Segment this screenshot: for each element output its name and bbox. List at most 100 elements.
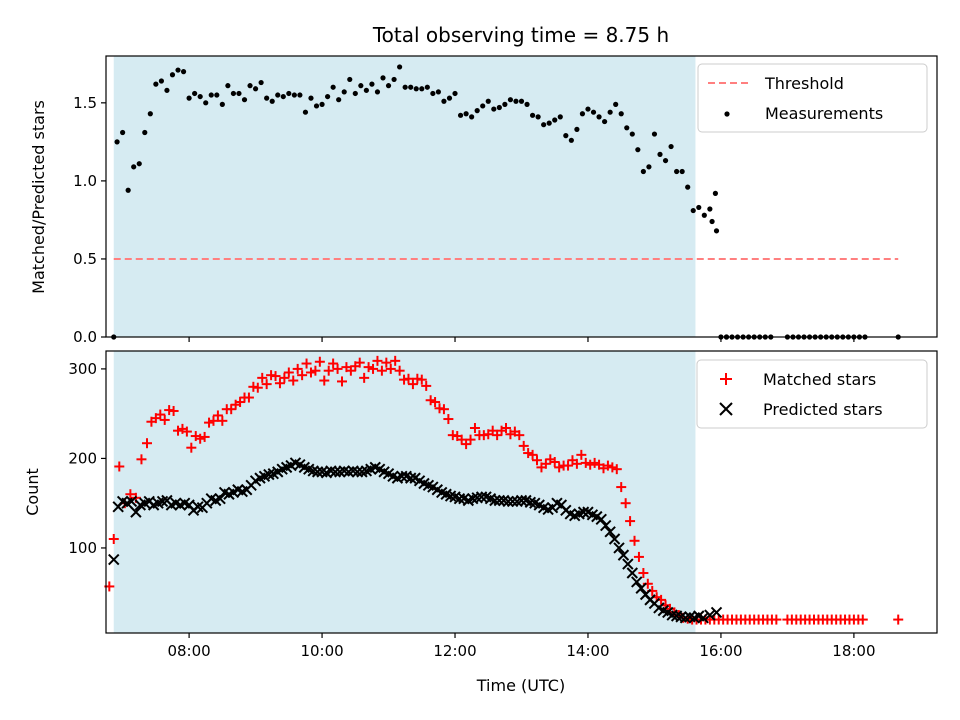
matched-point (354, 357, 365, 368)
measurement-point (125, 187, 131, 193)
bottom-axes-frame (105, 350, 938, 634)
predicted-point (475, 491, 488, 503)
measurements-legend-swatch (724, 111, 730, 117)
measurement-point (441, 98, 447, 104)
measurement-point (685, 184, 691, 190)
matched-point (500, 422, 511, 433)
measurement-point (313, 103, 320, 109)
predicted-point (214, 493, 226, 505)
predicted-point (617, 549, 630, 561)
matched-point (385, 363, 396, 374)
measurement-point (651, 131, 658, 137)
measurement-point (136, 161, 142, 167)
matched-point (589, 457, 600, 468)
matched-point (416, 374, 427, 385)
measurement-point (158, 78, 164, 84)
measurement-point (197, 93, 203, 100)
matched-point (563, 460, 574, 471)
matched-point (274, 378, 285, 389)
matched-point (456, 434, 467, 445)
measurement-point (629, 131, 635, 137)
measurement-point (430, 90, 436, 97)
matched-point (199, 431, 210, 442)
measurement-point (142, 129, 148, 136)
matched-point (376, 365, 387, 376)
measurement-point (607, 109, 613, 115)
observing-window-shade-top (113, 56, 696, 337)
matched-point (292, 363, 303, 374)
matched-point (425, 395, 436, 406)
measurement-point (624, 125, 630, 131)
top-legend-box (697, 63, 928, 133)
predicted-point (626, 567, 639, 579)
measurement-point (186, 95, 192, 101)
matched-point (252, 382, 263, 393)
matched-point (403, 373, 414, 384)
matched-point (114, 461, 125, 472)
measurement-point (325, 93, 331, 100)
matched-point (620, 498, 631, 509)
matched-point (212, 410, 223, 421)
matched-point (549, 457, 560, 468)
measurement-point (114, 139, 120, 145)
matched-point (532, 455, 543, 466)
measurement-point (696, 204, 702, 211)
predicted-point (622, 558, 634, 570)
matched-point (283, 367, 294, 378)
observing-window-shade-bottom (113, 351, 696, 633)
measurement-point (662, 157, 669, 164)
measurement-point (457, 112, 464, 118)
matched-point (328, 358, 339, 369)
matched-point (469, 422, 480, 433)
measurement-point (491, 106, 497, 112)
matched-point (297, 370, 308, 381)
predicted-point (108, 553, 120, 566)
measurement-point (435, 89, 441, 95)
measurement-point (618, 111, 624, 117)
measurement-point (413, 86, 419, 92)
matched-point (625, 516, 636, 527)
matched-point (771, 614, 782, 625)
measurement-point (602, 118, 608, 125)
top-x-ticks (188, 337, 855, 342)
matched-point (381, 357, 392, 368)
matched-point (155, 409, 166, 420)
measurement-point (535, 114, 541, 120)
predicted-point (396, 470, 408, 483)
top-y-axis-label: Matched/Predicted stars (29, 100, 48, 294)
predicted-point (404, 472, 417, 484)
matched-point (279, 372, 290, 383)
x-tick-label: 08:00 (167, 642, 210, 660)
matched-point (421, 380, 432, 391)
predicted-point (130, 506, 142, 518)
measurement-point (646, 164, 652, 170)
top-axes-frame (105, 55, 938, 338)
measurement-point (480, 103, 486, 109)
predicted-point (125, 495, 138, 508)
predicted-point (577, 506, 590, 518)
bottom-x-ticks: 08:00 10:00 12:00 14:00 16:00 18:00 (167, 633, 876, 660)
measurement-point (397, 64, 403, 70)
measurement-point (330, 84, 336, 90)
matched-point (372, 355, 383, 366)
top-legend: Threshold Measurements (697, 63, 928, 133)
matched-point (616, 482, 627, 493)
measurement-point (590, 109, 597, 115)
predicted-stars-series (108, 457, 723, 624)
measurement-point (302, 109, 309, 115)
measurement-point (568, 137, 574, 143)
measurement-point (668, 143, 674, 150)
measurement-point (574, 126, 580, 132)
measurement-point (286, 90, 292, 97)
x-tick-label: 12:00 (433, 642, 476, 660)
measurement-point (352, 90, 358, 97)
measurement-point (391, 76, 397, 83)
matched-point (332, 363, 343, 374)
measurement-point (169, 72, 176, 78)
matched-point (514, 430, 525, 441)
measurement-point (408, 84, 414, 90)
bottom-legend-box (696, 359, 928, 429)
measurement-point (219, 101, 225, 107)
matched-point (893, 614, 904, 625)
